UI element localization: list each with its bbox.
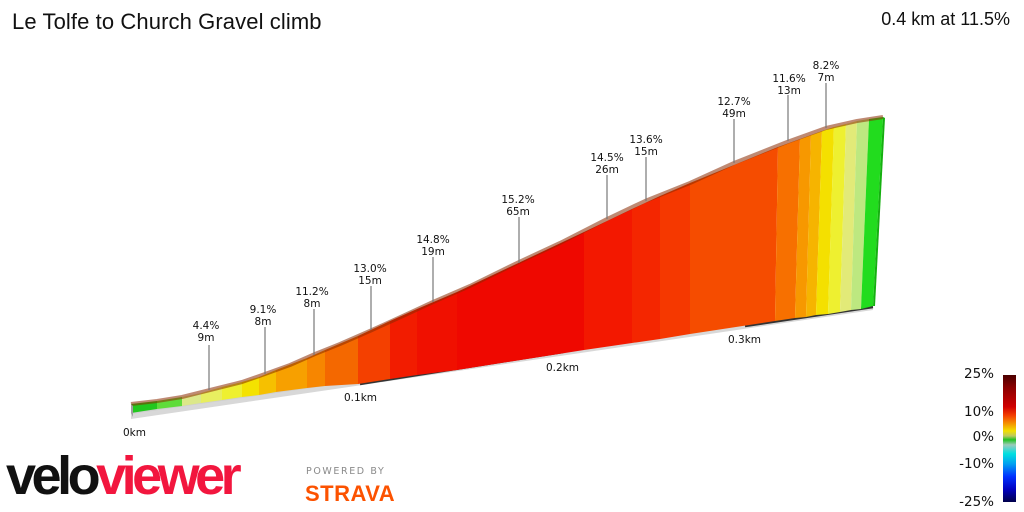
- legend-label: 25%: [963, 366, 994, 382]
- segment-length: 26m: [595, 164, 619, 176]
- gradient-legend-labels: 25% 10% 0% -10% -25%: [934, 366, 994, 512]
- powered-by-label: POWERED BY: [306, 466, 386, 477]
- legend-label: 10%: [963, 404, 994, 420]
- segment-grade: 13.6%: [629, 134, 662, 146]
- climb-summary: 0.4 km at 11.5%: [881, 9, 1010, 29]
- segment-grade: 12.7%: [717, 96, 750, 108]
- distance-label: 0.2km: [546, 362, 579, 374]
- segment-grade: 11.6%: [772, 73, 805, 85]
- segment-length: 7m: [818, 72, 835, 84]
- segment-length: 49m: [722, 108, 746, 120]
- segment-grade: 4.4%: [193, 320, 220, 332]
- segment-grade: 8.2%: [813, 60, 840, 72]
- distance-label: 0.3km: [728, 334, 761, 346]
- legend-label: -10%: [959, 456, 994, 472]
- distance-axis: 0km 0.1km 0.2km 0.3km: [123, 334, 761, 439]
- segment-length: 8m: [255, 316, 272, 328]
- segment-grade: 15.2%: [501, 194, 534, 206]
- segment-grade: 9.1%: [250, 304, 277, 316]
- segment-length: 9m: [198, 332, 215, 344]
- segment-length: 15m: [358, 275, 382, 287]
- segment-length: 15m: [634, 146, 658, 158]
- segment-length: 13m: [777, 85, 801, 97]
- segment-length: 8m: [304, 298, 321, 310]
- segment-grade: 11.2%: [295, 286, 328, 298]
- strava-logo: STRAVA: [305, 481, 396, 506]
- segment-grade: 14.8%: [416, 234, 449, 246]
- segment-leaders: [208, 83, 827, 390]
- distance-label: 0.1km: [344, 392, 377, 404]
- segment-grade: 14.5%: [590, 152, 623, 164]
- segment-length: 65m: [506, 206, 530, 218]
- segment-grade: 13.0%: [353, 263, 386, 275]
- veloviewer-logo: veloviewer: [6, 446, 242, 506]
- legend-label: 0%: [972, 429, 994, 445]
- distance-label: 0km: [123, 427, 146, 439]
- climb-title: Le Tolfe to Church Gravel climb: [12, 9, 322, 34]
- segment-length: 19m: [421, 246, 445, 258]
- profile-segments: [131, 117, 883, 413]
- gradient-color-scale: [1003, 375, 1016, 502]
- legend-label: -25%: [959, 494, 994, 510]
- segment-labels: 4.4% 9m 9.1% 8m 11.2% 8m 13.0% 15m 14.8%…: [193, 60, 840, 344]
